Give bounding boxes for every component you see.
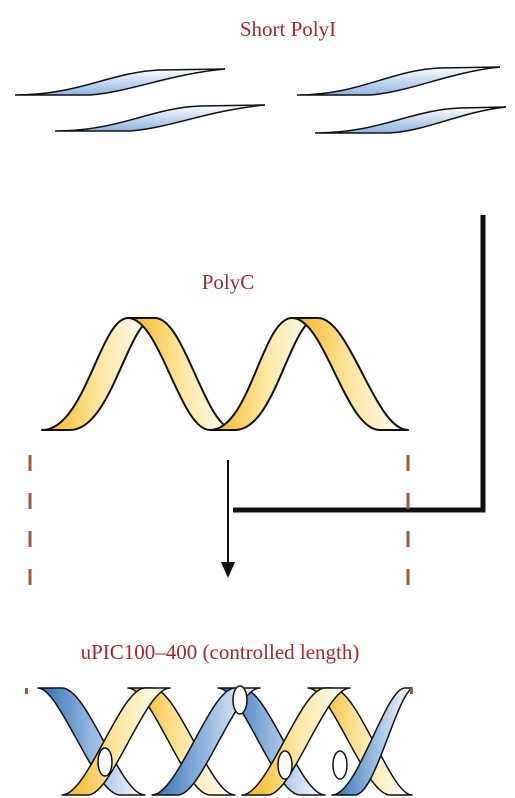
dash-end — [410, 688, 413, 694]
connector-line — [233, 215, 486, 513]
arrow — [221, 460, 235, 578]
short-polyi-strands — [14, 66, 507, 134]
guide-dashes — [28, 455, 410, 605]
upic-label: uPIC100–400 (controlled length) — [81, 640, 360, 664]
upic-helix — [37, 685, 413, 796]
dash-end — [25, 688, 28, 694]
polyc-label: PolyC — [202, 270, 255, 294]
polyc-ribbon — [41, 317, 409, 431]
short-polyi-label: Short PolyI — [240, 17, 336, 41]
